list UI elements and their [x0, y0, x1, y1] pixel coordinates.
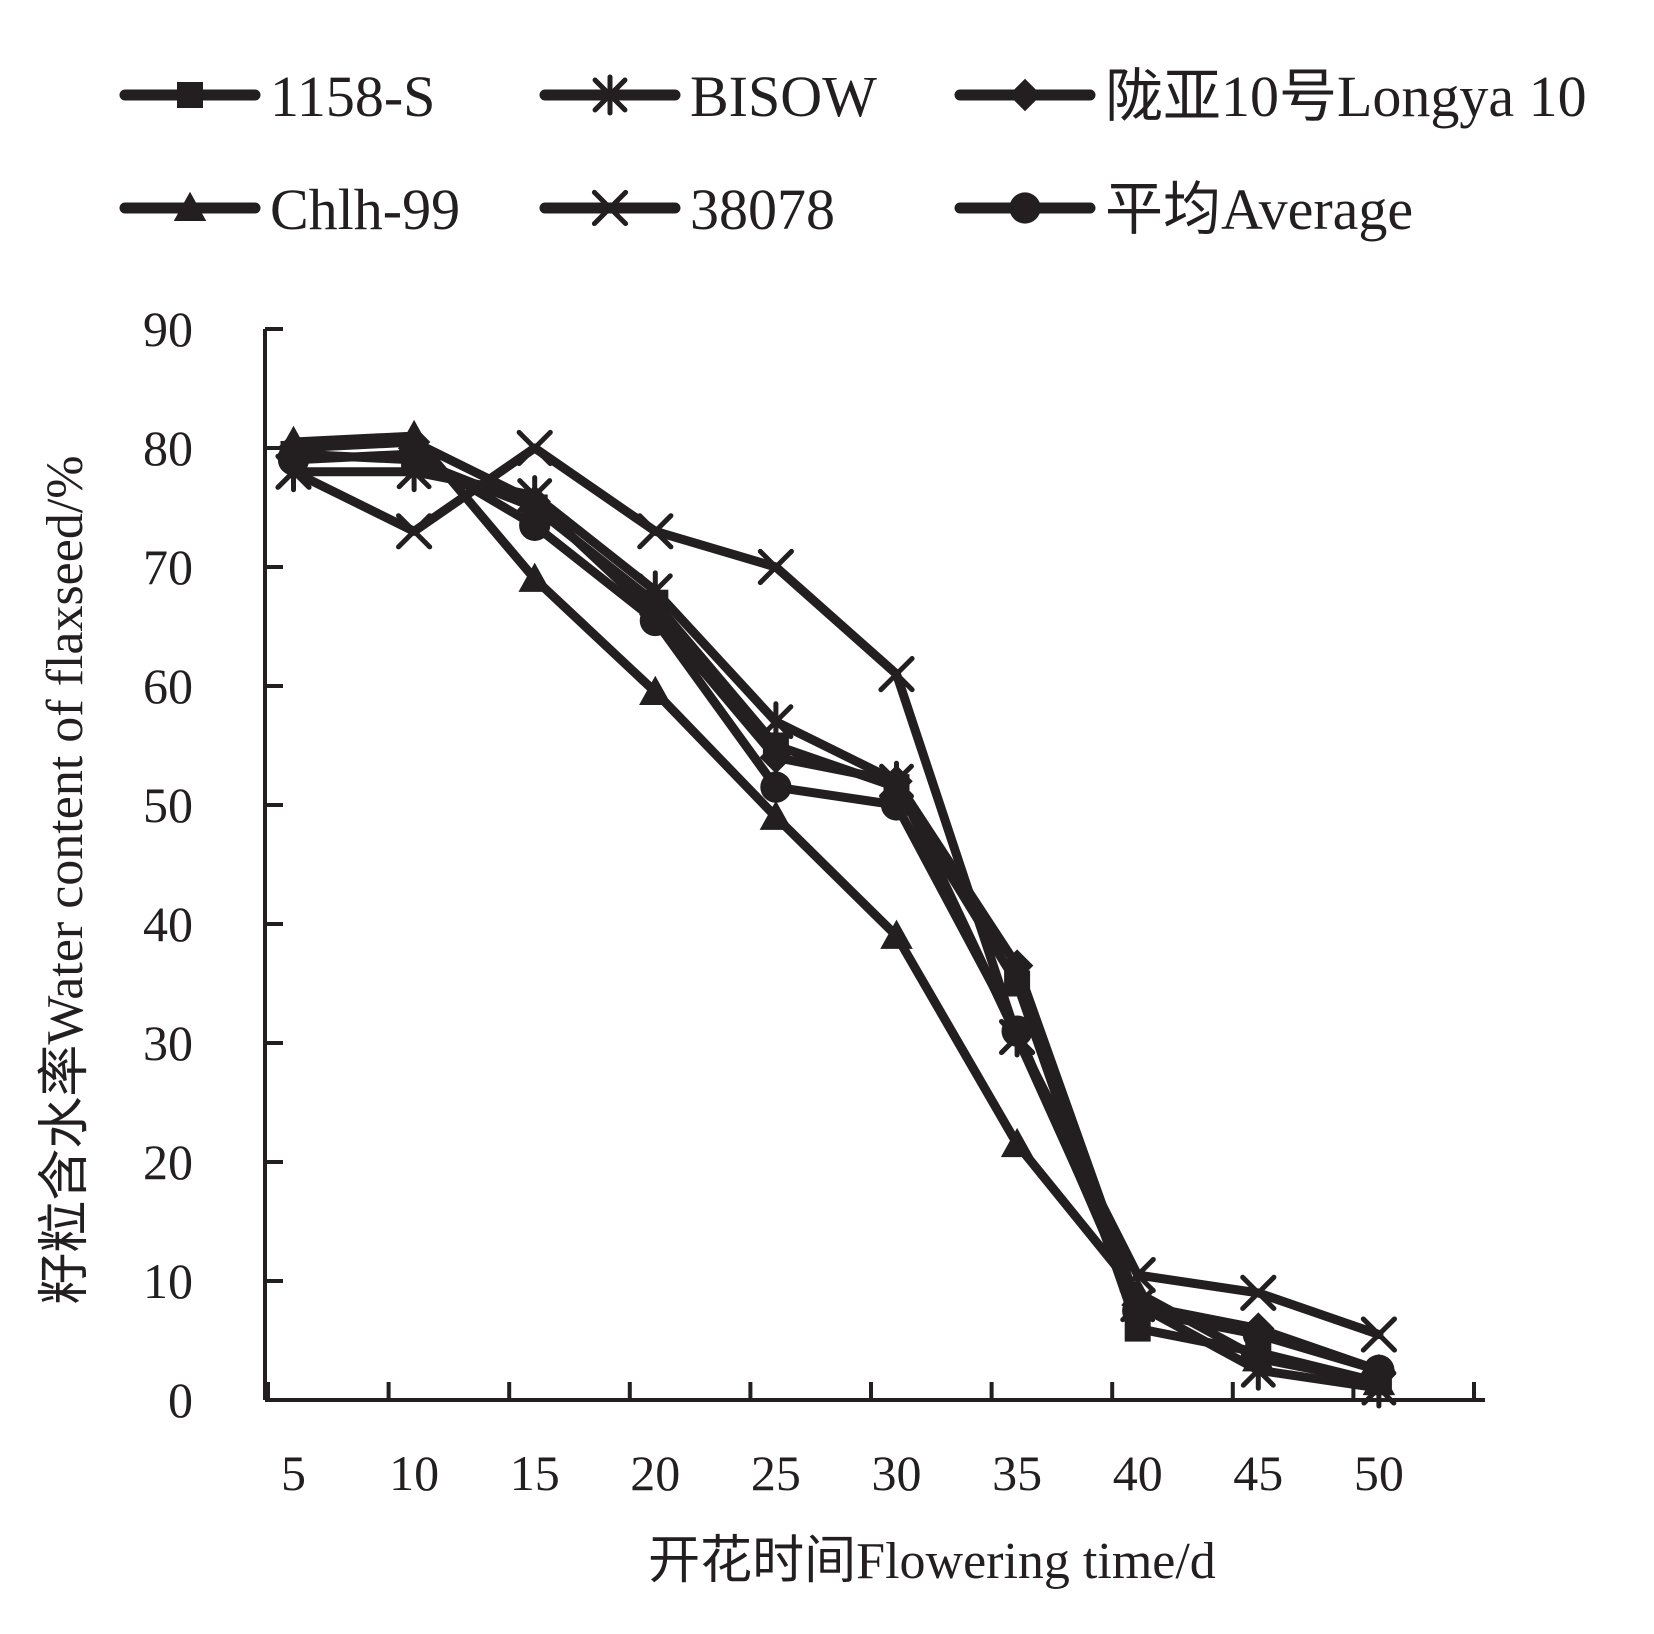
x-tick-label: 25 — [751, 1445, 801, 1501]
series-line — [289, 449, 1384, 1387]
legend-item: 平均Average — [954, 177, 1413, 242]
y-tick-label: 90 — [143, 301, 193, 357]
y-tick-label: 70 — [143, 539, 193, 595]
y-axis-title: 籽粒含水率Water content of flaxseed/% — [37, 455, 94, 1304]
y-tick-label: 20 — [143, 1134, 193, 1190]
axes — [263, 329, 1485, 1402]
x-tick-label: 20 — [630, 1445, 680, 1501]
legend-marker — [173, 191, 207, 221]
y-tick-label: 0 — [168, 1372, 193, 1428]
legend-label: Chlh-99 — [270, 177, 460, 242]
series-line — [289, 449, 1384, 1375]
data-point — [1001, 1015, 1033, 1047]
data-point — [1000, 949, 1034, 982]
data-point — [398, 438, 430, 470]
y-ticks: 0 10 20 30 40 50 60 70 80 90 — [143, 301, 283, 1428]
data-point — [880, 764, 913, 798]
legend: 1158-S BISOW 陇亚10号Longya 10 Chlh-99 38078 平均A… — [119, 64, 1587, 242]
data-point — [516, 429, 553, 467]
data-point — [757, 548, 794, 586]
data-point — [1000, 1127, 1034, 1158]
x-tick-label: 35 — [992, 1445, 1042, 1501]
data-point — [1242, 1342, 1275, 1372]
series-3 — [277, 419, 1396, 1396]
data-point — [639, 604, 671, 637]
series-2 — [277, 425, 1396, 1387]
data-point — [880, 919, 913, 949]
legend-label: 38078 — [690, 177, 835, 242]
x-axis-title: 开花时间Flowering time/d — [648, 1533, 1216, 1590]
legend-item: 38078 — [539, 177, 835, 242]
data-point — [519, 509, 551, 541]
x-tick-label: 15 — [510, 1445, 560, 1501]
series-line — [289, 431, 1384, 1387]
data-point — [759, 741, 793, 774]
data-point — [758, 701, 794, 743]
series-line — [289, 467, 1384, 1393]
series-5 — [277, 438, 1395, 1386]
data-point — [1363, 1354, 1395, 1386]
data-point — [1122, 1295, 1154, 1327]
series-4 — [275, 429, 1397, 1353]
data-point — [277, 444, 310, 476]
series-layer — [275, 419, 1397, 1409]
legend-marker — [592, 74, 628, 116]
data-point — [518, 485, 551, 518]
series-1 — [276, 451, 1397, 1409]
data-point — [639, 675, 672, 705]
data-point — [637, 513, 674, 550]
x-tick-label: 50 — [1354, 1445, 1404, 1501]
y-tick-label: 30 — [143, 1015, 193, 1071]
legend-label: 平均Average — [1105, 177, 1413, 242]
legend-item: 1158-S — [119, 64, 435, 129]
legend-item: 陇亚10号Longya 10 — [954, 64, 1587, 129]
x-tick-label: 30 — [872, 1445, 922, 1501]
legend-item: Chlh-99 — [119, 177, 460, 242]
y-tick-label: 50 — [143, 777, 193, 833]
y-tick-label: 80 — [143, 420, 193, 476]
series-line — [289, 437, 1384, 1375]
legend-marker — [591, 189, 629, 227]
data-point — [396, 513, 433, 550]
data-point — [760, 771, 792, 803]
x-tick-label: 5 — [281, 1445, 306, 1501]
legend-item: BISOW — [539, 64, 877, 129]
data-point — [880, 789, 913, 821]
legend-label: 1158-S — [270, 64, 435, 129]
series-line — [289, 443, 1384, 1340]
data-point — [759, 800, 793, 830]
y-tick-label: 10 — [143, 1253, 193, 1309]
data-point — [1242, 1318, 1274, 1351]
x-ticks: 5 10 15 20 25 30 35 40 45 50 — [266, 1382, 1476, 1501]
legend-marker — [1008, 78, 1042, 112]
y-tick-label: 40 — [143, 896, 193, 952]
series-0 — [280, 440, 1392, 1396]
y-tick-label: 60 — [143, 658, 193, 714]
legend-label: BISOW — [690, 64, 877, 129]
data-point — [1360, 1316, 1397, 1353]
data-point — [518, 562, 551, 592]
data-point — [878, 656, 915, 693]
x-tick-label: 40 — [1113, 1445, 1163, 1501]
legend-marker — [177, 82, 203, 108]
data-point — [1240, 1274, 1277, 1311]
legend-marker — [1009, 192, 1041, 224]
x-tick-label: 45 — [1233, 1445, 1283, 1501]
x-tick-label: 10 — [389, 1445, 439, 1501]
legend-label: 陇亚10号Longya 10 — [1105, 64, 1587, 129]
